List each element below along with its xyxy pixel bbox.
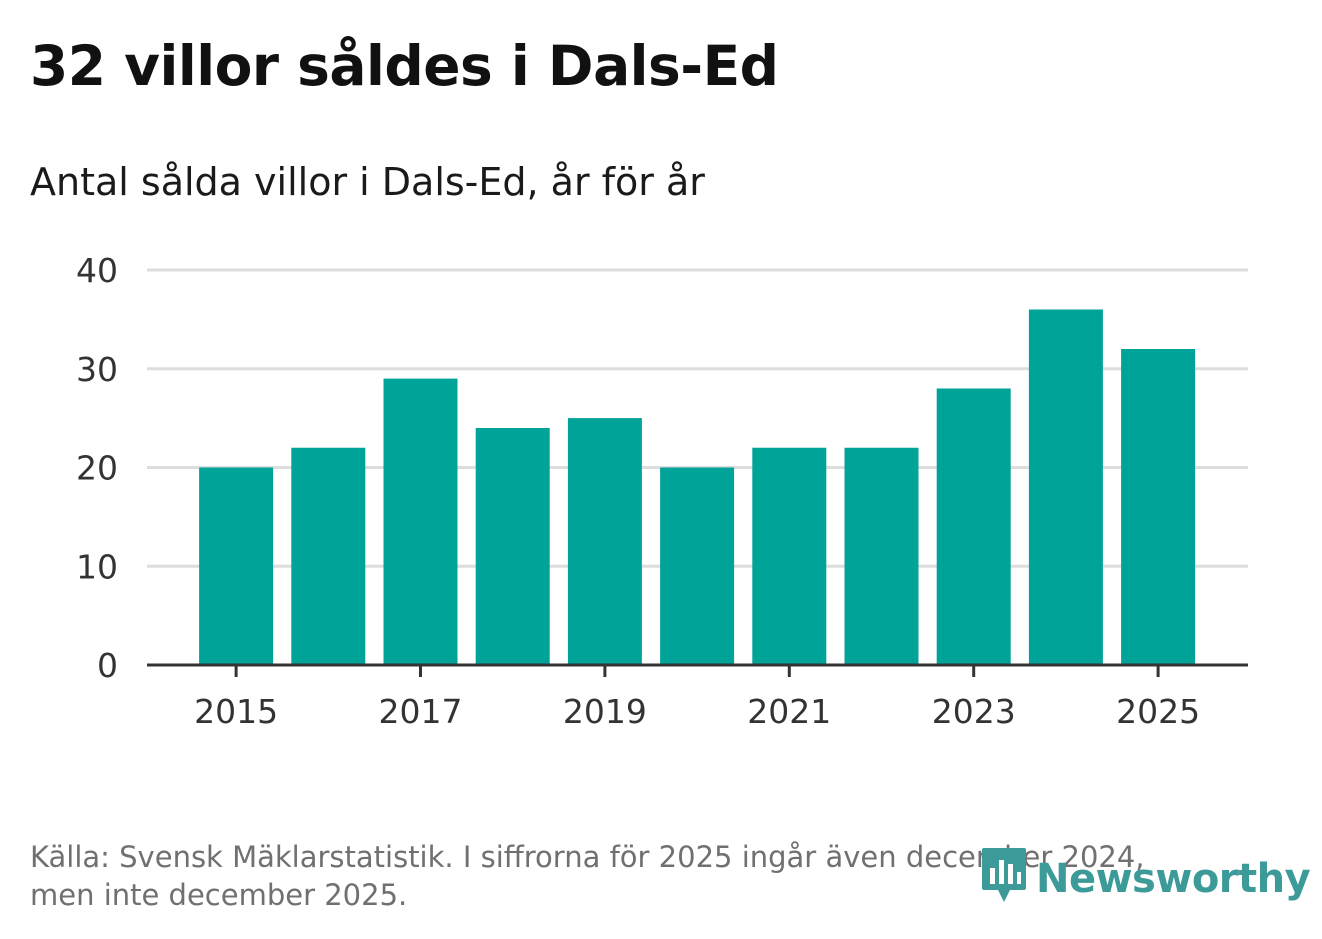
x-axis-ticks: 2015 2017 2019 2021 2023 2025 bbox=[194, 665, 1200, 731]
y-axis-ticks: 0 10 20 30 40 bbox=[76, 251, 118, 685]
x-tick-label-2023: 2023 bbox=[932, 692, 1016, 731]
bar-2024 bbox=[1028, 309, 1103, 665]
bar-2025 bbox=[1121, 349, 1196, 665]
y-tick-label-40: 40 bbox=[76, 251, 118, 290]
logo-text: Newsworthy bbox=[1036, 856, 1311, 902]
chart-title: 32 villor såldes i Dals-Ed bbox=[30, 34, 779, 98]
x-tick-label-2015: 2015 bbox=[194, 692, 278, 731]
bars bbox=[199, 309, 1196, 665]
y-tick-label-30: 30 bbox=[76, 350, 118, 389]
bar-2023 bbox=[936, 388, 1011, 665]
newsworthy-logo: Newsworthy bbox=[980, 846, 1311, 912]
source-note-line-1: Källa: Svensk Mäklarstatistik. I siffror… bbox=[30, 840, 1145, 874]
bar-2017 bbox=[383, 378, 458, 665]
x-tick-label-2019: 2019 bbox=[563, 692, 647, 731]
bar-2020 bbox=[660, 467, 735, 665]
bar-2021 bbox=[752, 447, 827, 665]
bar-2019 bbox=[567, 418, 642, 665]
x-tick-label-2017: 2017 bbox=[379, 692, 463, 731]
y-tick-label-20: 20 bbox=[76, 449, 118, 488]
x-tick-label-2021: 2021 bbox=[747, 692, 831, 731]
bar-2015 bbox=[199, 467, 274, 665]
chart-subtitle: Antal sålda villor i Dals-Ed, år för år bbox=[30, 160, 705, 204]
bar-2022 bbox=[844, 447, 919, 665]
bar-2018 bbox=[475, 428, 550, 665]
source-note: Källa: Svensk Mäklarstatistik. I siffror… bbox=[30, 838, 1220, 914]
bar-2016 bbox=[291, 447, 366, 665]
x-tick-label-2025: 2025 bbox=[1116, 692, 1200, 731]
bar-chart-pin-icon bbox=[980, 846, 1028, 912]
y-tick-label-0: 0 bbox=[97, 646, 118, 685]
y-tick-label-10: 10 bbox=[76, 547, 118, 586]
source-note-line-2: men inte december 2025. bbox=[30, 878, 408, 912]
